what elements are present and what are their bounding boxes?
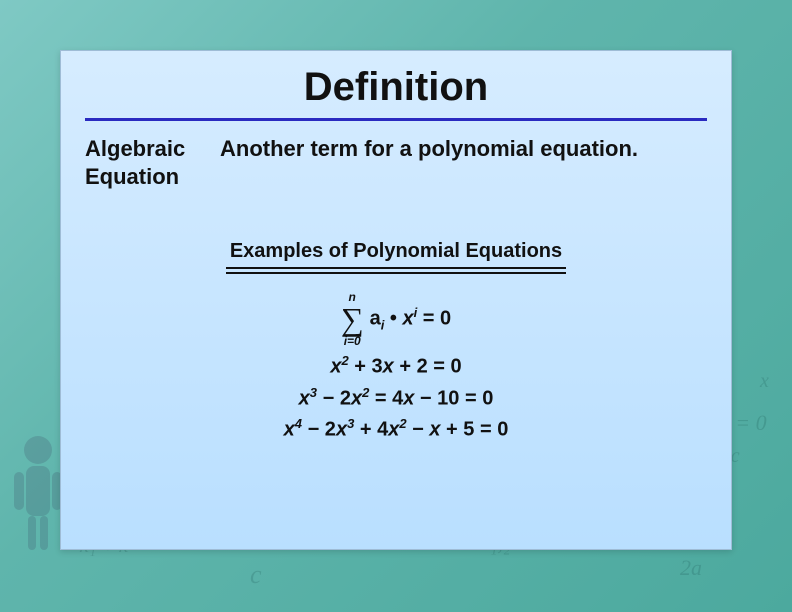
equation-sigma: n ∑ i=0 ai • xi = 0	[61, 284, 731, 347]
equation-lines: x2 + 3x + 2 = 0 x3 − 2x2 = 4x − 10 = 0 x4 …	[61, 353, 731, 442]
equation-line-2: x3 − 2x2 = 4x − 10 = 0	[61, 385, 731, 411]
definition-card: Definition Algebraic Equation Another te…	[60, 50, 732, 550]
sigma-body: ai • xi = 0	[370, 305, 452, 333]
title-rule	[85, 118, 707, 121]
card-title: Definition	[61, 65, 731, 110]
definition-text: Another term for a polynomial equation.	[220, 135, 707, 190]
examples-double-rule	[226, 267, 566, 274]
equation-line-3: x4 − 2x3 + 4x2 − x + 5 = 0	[61, 416, 731, 442]
term-line-1: Algebraic	[85, 136, 185, 161]
bg-formula-6: c	[250, 560, 262, 590]
examples-heading: Examples of Polynomial Equations	[61, 240, 731, 263]
term-line-2: Equation	[85, 164, 179, 189]
sigma-lower: i=0	[344, 335, 361, 347]
equation-list: n ∑ i=0 ai • xi = 0 x2 + 3x + 2 = 0 x3 − …	[61, 284, 731, 442]
bg-formula-4: 2a	[680, 555, 702, 581]
person-silhouette-icon	[8, 432, 68, 552]
bg-formula-0: x	[760, 370, 769, 393]
equation-line-1: x2 + 3x + 2 = 0	[61, 353, 731, 379]
sigma-icon: n ∑ i=0	[341, 291, 364, 347]
definition-row: Algebraic Equation Another term for a po…	[85, 135, 707, 190]
term-label: Algebraic Equation	[85, 135, 220, 190]
slide-backdrop: xc = 0ax² + bx + c−b ± √b² − 42ax₁,₂ =cb…	[0, 0, 792, 612]
